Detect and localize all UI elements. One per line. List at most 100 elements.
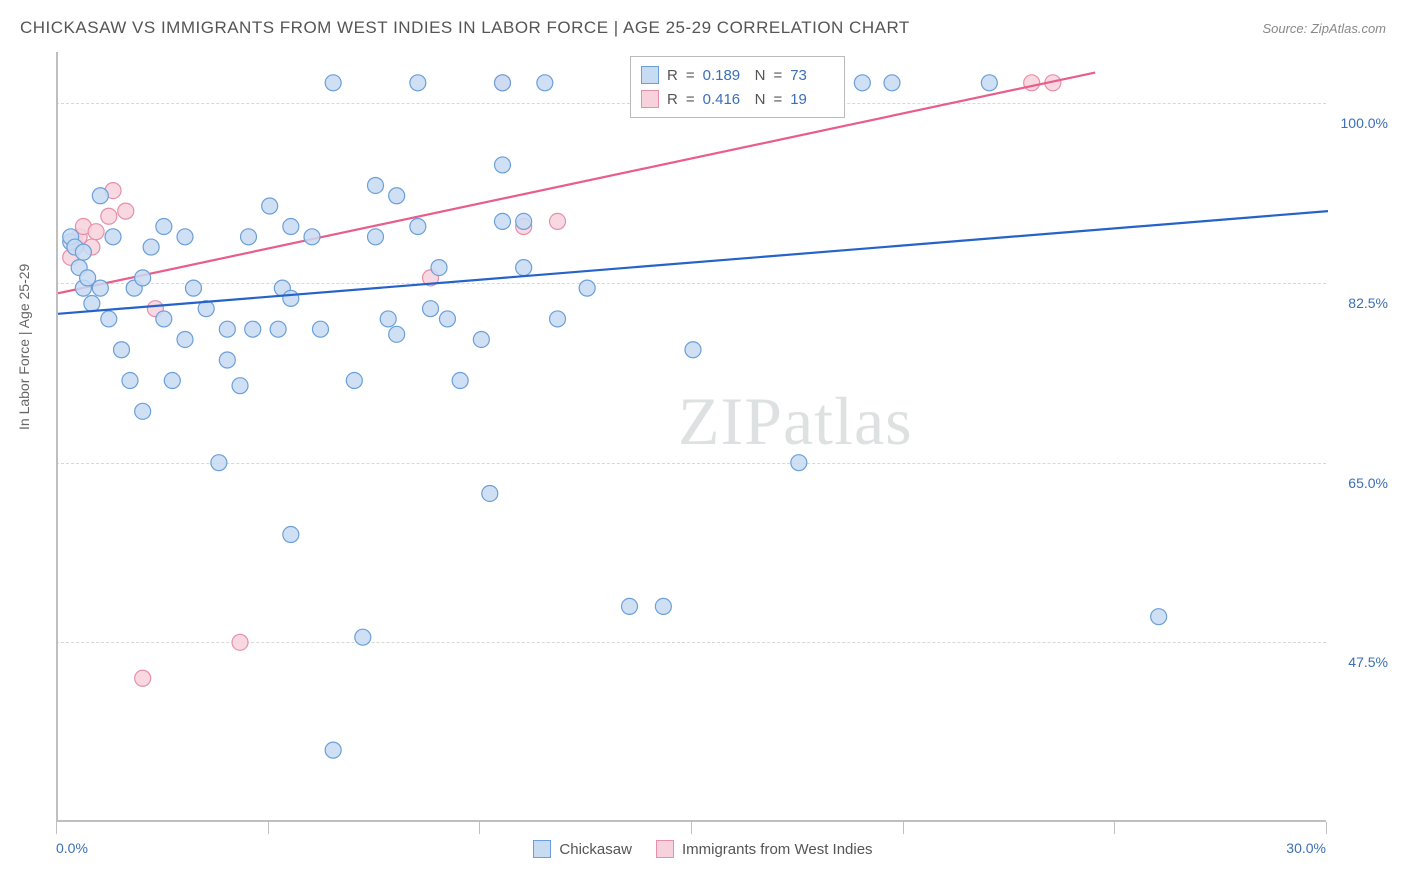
data-point [88,224,104,240]
data-point [312,321,328,337]
data-point [473,331,489,347]
xtick [691,822,692,834]
data-point [135,670,151,686]
data-point [550,213,566,229]
data-point [981,75,997,91]
legend-item-chickasaw: Chickasaw [533,840,632,858]
data-point [423,301,439,317]
swatch-west-indies [641,90,659,108]
y-axis-label: In Labor Force | Age 25-29 [16,264,32,430]
r-label: R [667,91,678,108]
r-value-west-indies: 0.416 [703,91,747,108]
data-point [135,403,151,419]
data-point [164,373,180,389]
plot-outer: ZIPatlas [56,52,1326,822]
data-point [283,527,299,543]
data-point [389,326,405,342]
data-point [516,213,532,229]
data-point [114,342,130,358]
ytick-label: 65.0% [1348,475,1388,491]
data-point [75,244,91,260]
ytick-label: 82.5% [1348,295,1388,311]
xtick [1114,822,1115,834]
data-point [304,229,320,245]
n-label: N [755,67,766,84]
equals-sign: = [773,67,782,84]
data-point [122,373,138,389]
data-point [1151,609,1167,625]
data-point [495,75,511,91]
data-point [495,157,511,173]
equals-sign: = [686,67,695,84]
chart-title: CHICKASAW VS IMMIGRANTS FROM WEST INDIES… [20,18,910,38]
data-point [118,203,134,219]
legend-row-chickasaw: R = 0.189 N = 73 [641,63,834,87]
data-point [101,311,117,327]
swatch-chickasaw [533,840,551,858]
data-point [101,208,117,224]
data-point [685,342,701,358]
data-point [283,290,299,306]
ytick-label: 100.0% [1341,115,1388,131]
data-point [655,598,671,614]
n-label: N [755,91,766,108]
plot-area: ZIPatlas [56,52,1326,822]
data-point [156,219,172,235]
xtick [1326,822,1327,834]
legend-row-west-indies: R = 0.416 N = 19 [641,87,834,111]
data-point [241,229,257,245]
data-point [177,331,193,347]
xtick [56,822,57,834]
data-point [482,485,498,501]
correlation-legend: R = 0.189 N = 73 R = 0.416 N = 19 [630,56,845,118]
data-point [143,239,159,255]
data-point [346,373,362,389]
data-point [177,229,193,245]
series-legend: Chickasaw Immigrants from West Indies [0,840,1406,858]
equals-sign: = [686,91,695,108]
data-point [84,296,100,312]
data-point [495,213,511,229]
data-point [368,177,384,193]
data-point [355,629,371,645]
n-value-chickasaw: 73 [790,67,834,84]
equals-sign: = [773,91,782,108]
swatch-chickasaw [641,66,659,84]
legend-label-west-indies: Immigrants from West Indies [682,841,873,858]
source-label: Source: ZipAtlas.com [1262,21,1386,36]
data-point [105,229,121,245]
data-point [380,311,396,327]
data-point [410,75,426,91]
data-point [439,311,455,327]
data-point [156,311,172,327]
regression-line [58,211,1328,314]
data-point [389,188,405,204]
data-point [185,280,201,296]
data-point [135,270,151,286]
legend-item-west-indies: Immigrants from West Indies [656,840,873,858]
swatch-west-indies [656,840,674,858]
data-point [270,321,286,337]
ytick-label: 47.5% [1348,654,1388,670]
xtick [479,822,480,834]
data-point [325,742,341,758]
data-point [791,455,807,471]
data-point [550,311,566,327]
x-min-label: 0.0% [56,840,88,856]
regression-line [58,73,1095,294]
data-point [579,280,595,296]
data-point [410,219,426,235]
data-point [262,198,278,214]
data-point [232,634,248,650]
xtick [903,822,904,834]
r-value-chickasaw: 0.189 [703,67,747,84]
data-point [884,75,900,91]
data-point [431,260,447,276]
x-max-label: 30.0% [1286,840,1326,856]
data-point [1024,75,1040,91]
data-point [516,260,532,276]
data-point [854,75,870,91]
legend-label-chickasaw: Chickasaw [559,841,632,858]
data-point [452,373,468,389]
scatter-svg [58,52,1328,822]
